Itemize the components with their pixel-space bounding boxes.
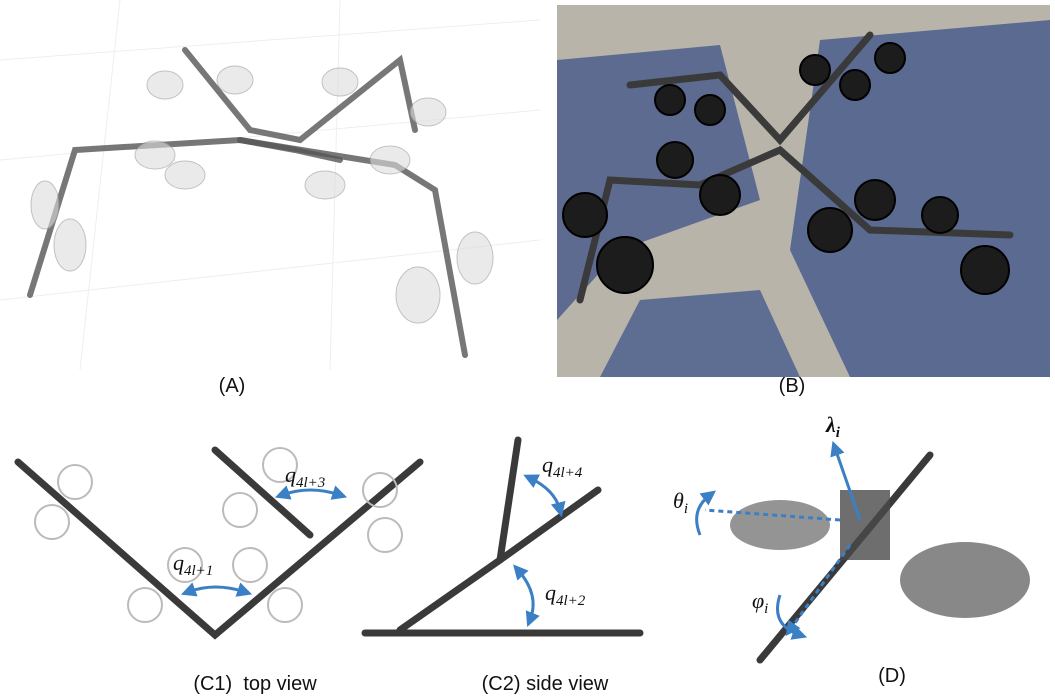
panel-caption: (D): [878, 665, 906, 687]
joint-label: q4l+3: [285, 462, 325, 491]
joint-label: q4l+4: [542, 452, 583, 481]
panel-caption: (B): [779, 375, 806, 397]
figure: (A) (B) q4l+3: [0, 0, 1055, 700]
axis-label: λi: [825, 412, 841, 441]
joint-label: q4l+2: [545, 580, 586, 609]
panel-d: λi θi φi (D): [673, 412, 1030, 687]
panel-a: (A): [0, 0, 540, 397]
axis-label: φi: [752, 588, 768, 617]
panel-caption: (C1) top view: [193, 673, 317, 695]
panel-c2: q4l+4 q4l+2 (C2) side view: [365, 440, 640, 695]
panel-c1: q4l+3 q4l+1 (C1) top view: [18, 448, 420, 695]
panel-caption: (A): [219, 375, 246, 397]
joint-label: q4l+1: [173, 550, 213, 579]
axis-label: θi: [673, 488, 688, 517]
panel-caption: (C2) side view: [482, 673, 609, 695]
panel-b: (B): [557, 5, 1050, 397]
